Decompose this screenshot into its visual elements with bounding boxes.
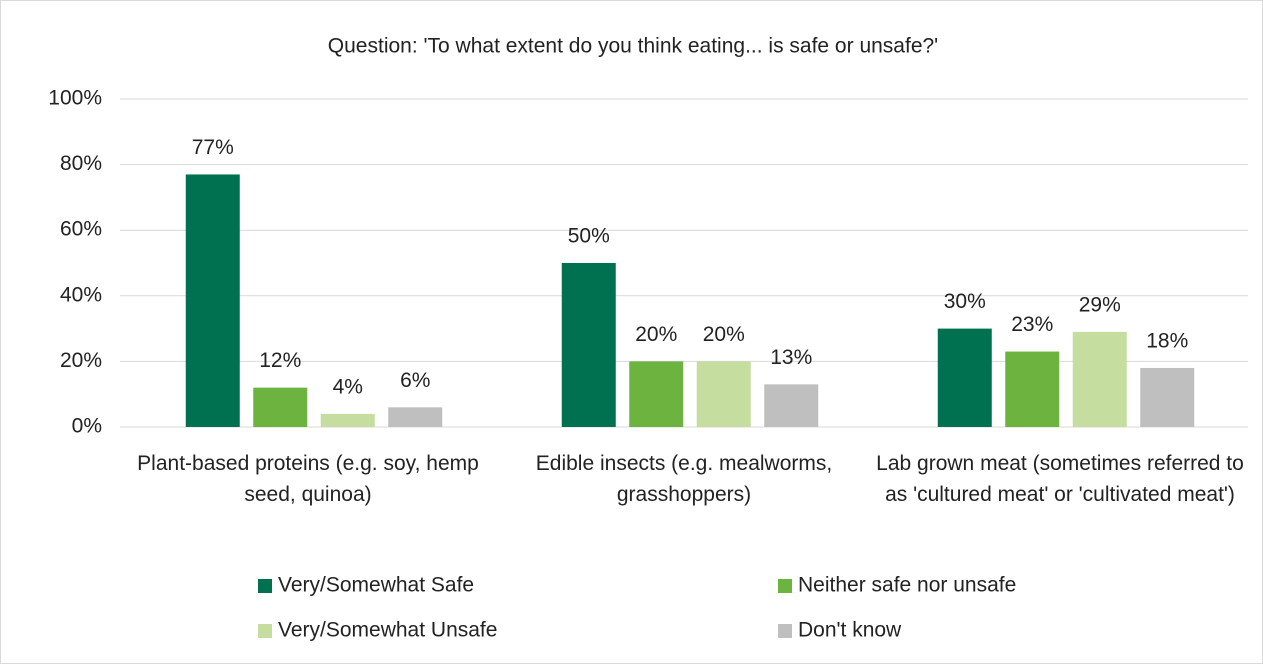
bar — [764, 384, 819, 427]
data-label: 50% — [568, 225, 610, 248]
bar — [696, 361, 751, 427]
bar — [1140, 367, 1195, 427]
data-label: 20% — [635, 323, 677, 346]
bar — [185, 174, 240, 427]
data-label: 29% — [1079, 293, 1121, 316]
legend-label: Don't know — [798, 619, 902, 642]
y-tick-label: 20% — [60, 349, 102, 372]
bar — [320, 413, 375, 427]
bar — [253, 387, 308, 427]
x-tick-label: Lab grown meat (sometimes referred to as … — [876, 452, 1244, 506]
legend-swatch — [258, 624, 272, 638]
bar — [388, 407, 443, 427]
bar — [937, 328, 992, 427]
data-label: 23% — [1011, 313, 1053, 336]
chart-title: Question: 'To what extent do you think e… — [328, 35, 938, 58]
legend-label: Very/Somewhat Safe — [278, 574, 474, 597]
y-tick-label: 40% — [60, 283, 102, 306]
bar — [1072, 331, 1127, 427]
data-label: 4% — [333, 375, 363, 398]
data-label: 18% — [1146, 330, 1188, 353]
bar — [1005, 351, 1060, 427]
y-tick-label: 0% — [72, 415, 102, 438]
legend-swatch — [778, 579, 792, 593]
y-tick-label: 100% — [48, 87, 102, 110]
x-tick-label: Edible insects (e.g. mealworms, grasshopp… — [536, 452, 832, 506]
legend-swatch — [258, 579, 272, 593]
data-label: 77% — [192, 136, 234, 159]
x-tick-label: Plant-based proteins (e.g. soy, hemp seed… — [137, 452, 479, 506]
data-label: 30% — [944, 290, 986, 313]
legend-swatch — [778, 624, 792, 638]
legend-label: Very/Somewhat Unsafe — [278, 619, 497, 642]
y-tick-label: 60% — [60, 218, 102, 241]
data-label: 6% — [400, 369, 430, 392]
data-label: 12% — [259, 349, 301, 372]
bar — [629, 361, 684, 427]
data-label: 20% — [703, 323, 745, 346]
legend-label: Neither safe nor unsafe — [798, 574, 1016, 597]
data-label: 13% — [770, 346, 812, 369]
y-tick-label: 80% — [60, 152, 102, 175]
bar — [561, 263, 616, 427]
